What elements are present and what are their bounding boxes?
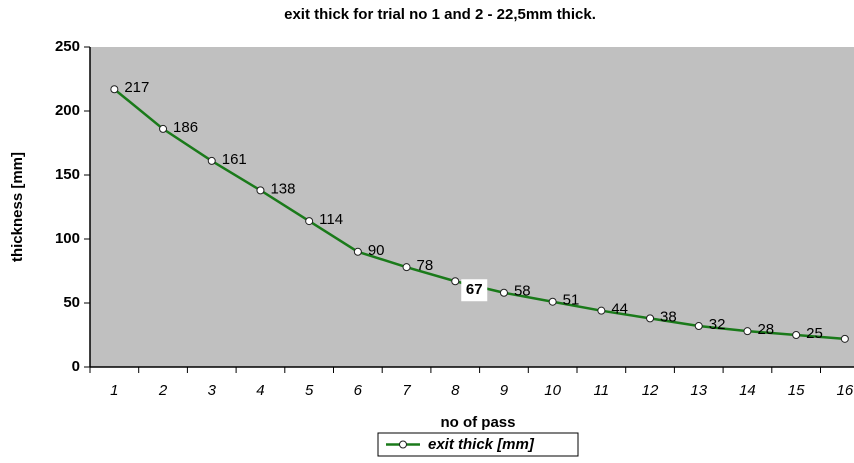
chart-title: exit thick for trial no 1 and 2 - 22,5mm… xyxy=(284,6,596,23)
label-box xyxy=(461,279,488,302)
y-tick-label: 0 xyxy=(72,358,80,375)
x-tick-label: 7 xyxy=(402,382,411,399)
x-tick-label: 4 xyxy=(256,382,264,399)
x-tick-label: 10 xyxy=(544,382,561,399)
y-tick-label: 50 xyxy=(63,294,80,311)
plot-area xyxy=(90,47,854,367)
data-label: 32 xyxy=(709,316,726,333)
y-axis-label: thickness [mm] xyxy=(9,152,26,262)
data-point xyxy=(305,217,314,226)
data-label: 67 xyxy=(466,281,483,298)
legend-box xyxy=(377,432,579,457)
y-tick-label: 250 xyxy=(55,38,80,55)
data-point xyxy=(694,322,703,331)
legend-marker xyxy=(399,440,407,449)
legend-label: exit thick [mm] xyxy=(428,436,535,453)
y-tick-label: 100 xyxy=(55,230,80,247)
data-point xyxy=(743,327,752,336)
data-point xyxy=(499,288,508,297)
data-label: 25 xyxy=(806,325,823,342)
data-point xyxy=(840,334,849,343)
data-label: 186 xyxy=(173,119,198,136)
x-tick-label: 14 xyxy=(739,382,756,399)
x-tick-label: 15 xyxy=(788,382,805,399)
data-label: 161 xyxy=(222,151,247,168)
data-label: 44 xyxy=(611,301,628,318)
y-tick-label: 200 xyxy=(55,102,80,119)
data-point xyxy=(159,124,168,133)
data-label: 114 xyxy=(319,211,343,228)
x-tick-label: 13 xyxy=(690,382,707,399)
data-label: 58 xyxy=(514,283,531,300)
data-label: 90 xyxy=(368,242,385,259)
x-tick-label: 12 xyxy=(642,382,659,399)
x-tick-label: 1 xyxy=(110,382,118,399)
x-tick-label: 5 xyxy=(305,382,314,399)
data-point xyxy=(792,331,801,339)
data-point xyxy=(451,277,460,286)
y-tick-label: 150 xyxy=(55,166,80,183)
x-tick-label: 9 xyxy=(500,382,509,399)
x-tick-label: 8 xyxy=(451,382,460,399)
data-point xyxy=(548,297,557,306)
data-label: 28 xyxy=(757,321,774,338)
data-label: 78 xyxy=(417,257,434,274)
data-label: 38 xyxy=(660,308,677,325)
data-label: 51 xyxy=(563,292,580,309)
data-label: 217 xyxy=(124,79,149,96)
legend: exit thick [mm] xyxy=(377,432,579,457)
x-tick-label: 16 xyxy=(837,382,854,399)
data-point xyxy=(402,263,411,272)
data-point xyxy=(256,186,265,195)
data-point xyxy=(646,314,655,323)
data-point xyxy=(597,306,606,315)
x-tick-label: 6 xyxy=(354,382,363,399)
x-tick-label: 3 xyxy=(208,382,217,399)
data-point xyxy=(207,156,216,165)
data-point xyxy=(353,247,362,256)
x-tick-label: 2 xyxy=(158,382,168,399)
x-axis-label: no of pass xyxy=(440,414,515,431)
x-tick-label: 11 xyxy=(594,382,610,399)
data-point xyxy=(110,85,119,94)
data-label: 138 xyxy=(270,180,295,197)
